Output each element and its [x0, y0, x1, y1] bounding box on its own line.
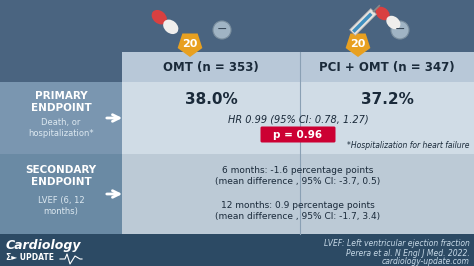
Text: Perera et al. N Engl J Med. 2022.: Perera et al. N Engl J Med. 2022.	[346, 250, 470, 259]
Text: LVEF (6, 12
months): LVEF (6, 12 months)	[38, 196, 84, 216]
Text: OMT (n = 353): OMT (n = 353)	[163, 60, 259, 73]
FancyBboxPatch shape	[0, 234, 474, 266]
FancyBboxPatch shape	[0, 154, 122, 234]
FancyBboxPatch shape	[122, 154, 474, 234]
Text: Cardiology: Cardiology	[6, 239, 82, 252]
FancyBboxPatch shape	[0, 82, 122, 154]
Text: 20: 20	[182, 39, 198, 49]
Text: 37.2%: 37.2%	[361, 93, 413, 107]
Ellipse shape	[152, 10, 167, 24]
Ellipse shape	[375, 7, 390, 20]
Text: p = 0.96: p = 0.96	[273, 130, 323, 139]
FancyBboxPatch shape	[122, 52, 474, 82]
Text: −: −	[395, 23, 405, 35]
FancyBboxPatch shape	[122, 82, 474, 154]
Text: Σ► UPDATE: Σ► UPDATE	[6, 253, 54, 263]
Circle shape	[213, 21, 231, 39]
Text: PRIMARY
ENDPOINT: PRIMARY ENDPOINT	[31, 91, 91, 113]
Text: −: −	[217, 23, 227, 35]
Polygon shape	[349, 9, 376, 35]
Text: Death, or
hospitalization*: Death, or hospitalization*	[28, 118, 94, 138]
Text: 38.0%: 38.0%	[185, 93, 237, 107]
Polygon shape	[346, 34, 370, 57]
Text: cardiology-update.com: cardiology-update.com	[382, 257, 470, 266]
Text: 12 months: 0.9 percentage points
(mean difference , 95% CI: -1.7, 3.4): 12 months: 0.9 percentage points (mean d…	[216, 201, 381, 221]
Ellipse shape	[386, 16, 401, 29]
Ellipse shape	[163, 20, 178, 34]
Circle shape	[391, 21, 409, 39]
Text: *Hospitalization for heart failure: *Hospitalization for heart failure	[347, 141, 470, 150]
Text: SECONDARY
ENDPOINT: SECONDARY ENDPOINT	[26, 165, 97, 187]
FancyBboxPatch shape	[261, 127, 336, 143]
Text: LVEF: Left ventricular ejection fraction: LVEF: Left ventricular ejection fraction	[324, 239, 470, 248]
Text: 6 months: -1.6 percentage points
(mean difference , 95% CI: -3.7, 0.5): 6 months: -1.6 percentage points (mean d…	[215, 166, 381, 186]
Polygon shape	[178, 34, 202, 57]
Text: PCI + OMT (n = 347): PCI + OMT (n = 347)	[319, 60, 455, 73]
Text: 20: 20	[350, 39, 365, 49]
Text: HR 0.99 (95% CI: 0.78, 1.27): HR 0.99 (95% CI: 0.78, 1.27)	[228, 115, 368, 125]
